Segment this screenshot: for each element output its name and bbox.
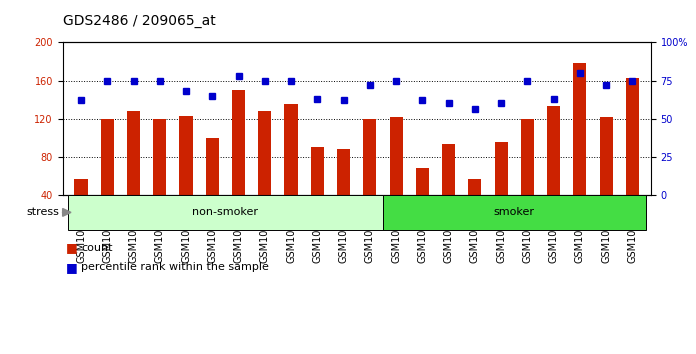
Bar (127, 111, 140, 195)
Bar (442, 144, 455, 195)
Text: count: count (81, 243, 113, 253)
Text: stress: stress (26, 207, 59, 217)
Bar (337, 149, 350, 195)
Bar (310, 147, 324, 195)
Text: ■: ■ (66, 261, 78, 274)
Text: ■: ■ (66, 241, 78, 254)
Bar (74, 178, 88, 195)
Text: percentile rank within the sample: percentile rank within the sample (81, 262, 269, 272)
Bar (258, 111, 271, 195)
Bar (626, 78, 639, 195)
Text: GDS2486 / 209065_at: GDS2486 / 209065_at (63, 14, 215, 28)
Bar (232, 90, 245, 195)
Text: smoker: smoker (493, 207, 535, 217)
Bar (495, 142, 507, 195)
Bar (599, 117, 612, 195)
Bar (521, 119, 534, 195)
Bar (101, 119, 114, 195)
Bar (206, 138, 219, 195)
Bar (416, 168, 429, 195)
Bar (547, 106, 560, 195)
Bar (390, 117, 403, 195)
Bar (153, 119, 166, 195)
Bar (285, 104, 298, 195)
Bar (180, 116, 193, 195)
Bar (574, 63, 587, 195)
Text: non-smoker: non-smoker (192, 207, 258, 217)
Bar (363, 119, 377, 195)
Bar (468, 178, 482, 195)
